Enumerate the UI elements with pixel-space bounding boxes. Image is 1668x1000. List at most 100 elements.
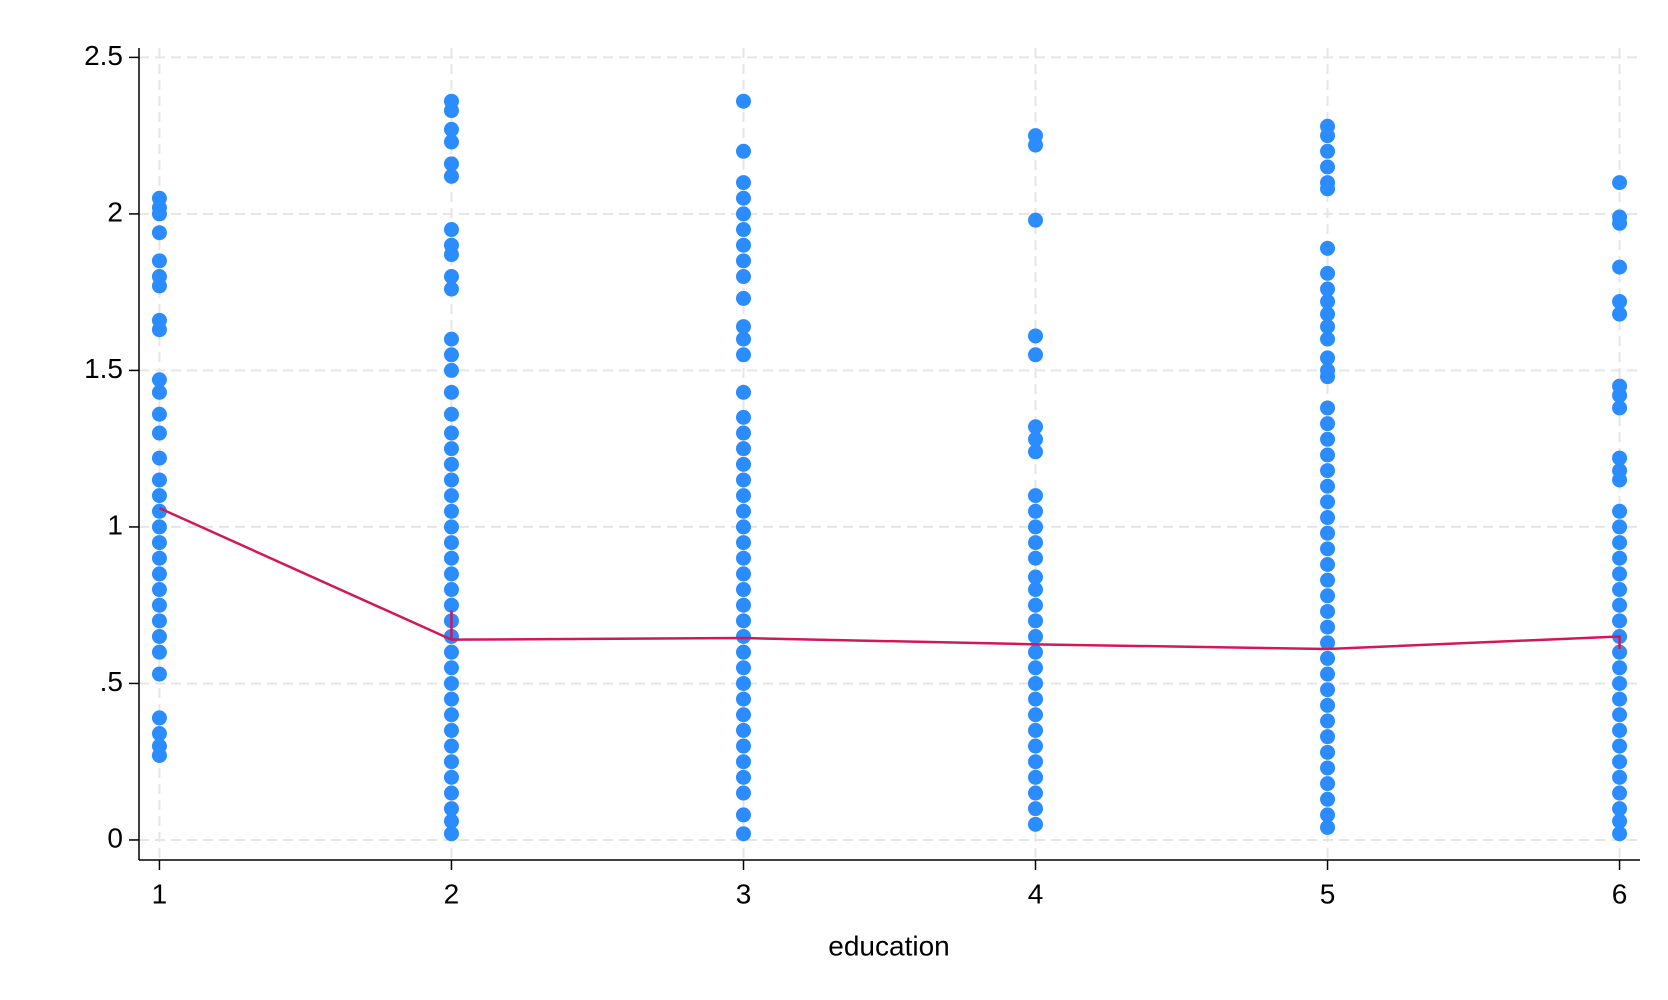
- point: [735, 769, 751, 785]
- point: [443, 247, 459, 263]
- point: [1320, 447, 1336, 463]
- point: [1320, 416, 1336, 432]
- point: [735, 519, 751, 535]
- point: [1320, 791, 1336, 807]
- point: [1320, 556, 1336, 572]
- point: [443, 134, 459, 150]
- point: [1612, 450, 1628, 466]
- point: [735, 347, 751, 363]
- point: [151, 726, 167, 742]
- point: [735, 566, 751, 582]
- point: [735, 331, 751, 347]
- point: [1028, 738, 1044, 754]
- point: [151, 425, 167, 441]
- point: [735, 785, 751, 801]
- point: [1612, 826, 1628, 842]
- point: [1320, 697, 1336, 713]
- point: [1320, 159, 1336, 175]
- point: [443, 660, 459, 676]
- point: [1612, 691, 1628, 707]
- point: [443, 675, 459, 691]
- point: [1028, 660, 1044, 676]
- point: [1612, 306, 1628, 322]
- point: [151, 384, 167, 400]
- point: [1320, 819, 1336, 835]
- point: [735, 722, 751, 738]
- point: [443, 456, 459, 472]
- point: [151, 613, 167, 629]
- point: [443, 347, 459, 363]
- point: [443, 691, 459, 707]
- point: [735, 456, 751, 472]
- point: [735, 269, 751, 285]
- point: [735, 691, 751, 707]
- point: [1612, 550, 1628, 566]
- point: [1320, 760, 1336, 776]
- point: [1320, 128, 1336, 144]
- x-tick-label: 3: [736, 878, 752, 909]
- point: [443, 582, 459, 598]
- point: [1028, 675, 1044, 691]
- point: [1320, 603, 1336, 619]
- x-axis-label: education: [828, 930, 949, 961]
- point: [443, 503, 459, 519]
- point: [443, 769, 459, 785]
- point: [735, 675, 751, 691]
- point: [151, 666, 167, 682]
- point: [151, 406, 167, 422]
- x-tick-label: 4: [1028, 878, 1044, 909]
- point: [151, 322, 167, 338]
- point: [443, 535, 459, 551]
- point: [1320, 666, 1336, 682]
- point: [1320, 463, 1336, 479]
- point: [1028, 613, 1044, 629]
- point: [443, 121, 459, 137]
- point: [443, 597, 459, 613]
- point: [1028, 816, 1044, 832]
- point: [735, 550, 751, 566]
- point: [735, 237, 751, 253]
- point: [1028, 535, 1044, 551]
- point: [1028, 801, 1044, 817]
- point: [1028, 691, 1044, 707]
- point: [1320, 807, 1336, 823]
- point: [151, 253, 167, 269]
- point: [1028, 519, 1044, 535]
- point: [1028, 644, 1044, 660]
- point: [1028, 597, 1044, 613]
- point: [151, 597, 167, 613]
- point: [1612, 294, 1628, 310]
- point: [443, 722, 459, 738]
- point: [735, 660, 751, 676]
- point: [1612, 813, 1628, 829]
- point: [1612, 801, 1628, 817]
- point: [443, 813, 459, 829]
- point: [735, 93, 751, 109]
- point: [1320, 306, 1336, 322]
- point: [1612, 503, 1628, 519]
- point: [1612, 613, 1628, 629]
- point: [735, 613, 751, 629]
- point: [735, 826, 751, 842]
- point: [151, 644, 167, 660]
- point: [1612, 722, 1628, 738]
- point: [1320, 143, 1336, 159]
- point: [443, 406, 459, 422]
- point: [1612, 707, 1628, 723]
- point: [443, 707, 459, 723]
- point: [443, 103, 459, 119]
- point: [1320, 744, 1336, 760]
- point: [1028, 769, 1044, 785]
- point: [1612, 644, 1628, 660]
- point: [1320, 319, 1336, 335]
- point: [1028, 628, 1044, 644]
- point: [735, 206, 751, 222]
- point: [443, 384, 459, 400]
- point: [1320, 525, 1336, 541]
- point: [151, 550, 167, 566]
- y-tick-label: 1.5: [84, 353, 123, 384]
- point: [1028, 444, 1044, 460]
- point: [1612, 175, 1628, 191]
- point: [1028, 347, 1044, 363]
